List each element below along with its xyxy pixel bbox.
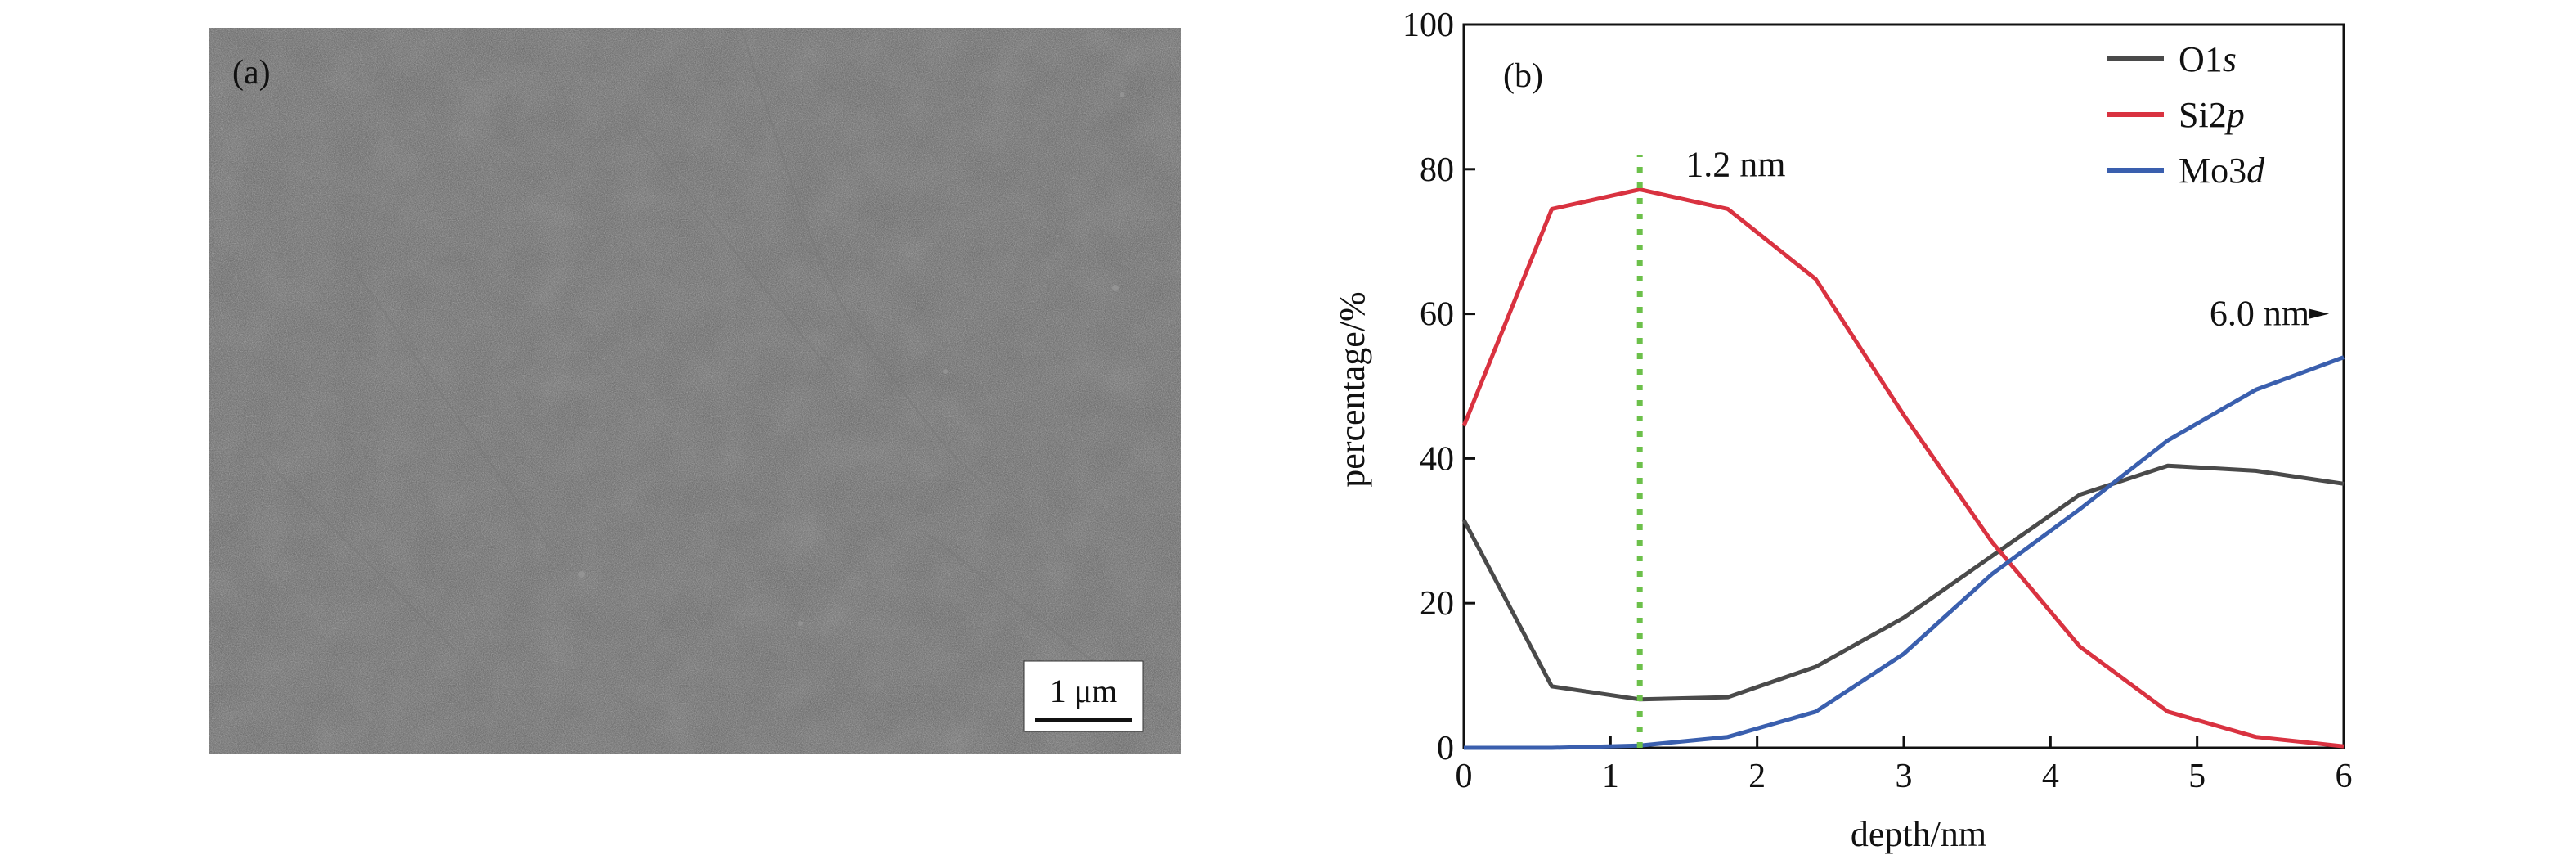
y-tick-label: 40: [1420, 440, 1454, 478]
y-axis-label: percentage/%: [1332, 291, 1372, 487]
legend-label-italic: s: [2223, 39, 2237, 79]
x-tick-label: 0: [1456, 758, 1473, 795]
chart-vertical-marker: 1.2 nm: [1636, 145, 1785, 748]
series-line-o1s: [1461, 463, 2345, 702]
sem-micrograph-panel: (a) 1 μm: [209, 28, 1181, 754]
y-tick-label: 80: [1420, 151, 1454, 189]
legend-label-italic: d: [2246, 151, 2265, 191]
chart-legend: O1s Si2p Mo3d: [2107, 39, 2265, 191]
legend-label-italic: p: [2224, 95, 2245, 135]
series-line-mo3d: [1464, 355, 2345, 750]
series-line-si2p: [1461, 187, 2345, 749]
annotation-arrow: [2309, 308, 2330, 319]
x-tick-label: 2: [1748, 758, 1766, 795]
y-tick-label: 20: [1420, 585, 1454, 623]
chart-series: [1461, 187, 2345, 750]
y-tick-label: 100: [1402, 7, 1454, 44]
scale-bar: 1 μm: [1023, 660, 1144, 732]
legend-label-mo3d: Mo3d: [2179, 151, 2265, 191]
x-tick-label: 5: [2188, 758, 2206, 795]
x-tick-label: 4: [2042, 758, 2059, 795]
panel-a-label: (a): [232, 54, 271, 92]
sem-micrograph-image: (a) 1 μm: [209, 28, 1181, 754]
legend-label-o1s: O1s: [2179, 39, 2237, 79]
x-tick-label: 3: [1896, 758, 1913, 795]
x-axis-label: depth/nm: [1851, 814, 1986, 854]
x-tick-label: 6: [2336, 758, 2353, 795]
legend-label-base: Mo3: [2179, 151, 2246, 191]
y-tick-label: 60: [1420, 296, 1454, 334]
panel-b-label: (b): [1503, 57, 1543, 95]
legend-label-base: Si2: [2179, 95, 2227, 135]
annotation-text: 6.0 nm: [2210, 294, 2309, 334]
scale-bar-label: 1 μm: [1050, 673, 1118, 709]
chart-annotations: 6.0 nm: [2210, 294, 2330, 334]
legend-label-base: O1: [2179, 39, 2223, 79]
legend-label-si2p: Si2p: [2179, 95, 2245, 135]
x-tick-label: 1: [1602, 758, 1619, 795]
vertical-marker-label: 1.2 nm: [1685, 145, 1785, 185]
y-tick-label: 0: [1437, 730, 1454, 767]
